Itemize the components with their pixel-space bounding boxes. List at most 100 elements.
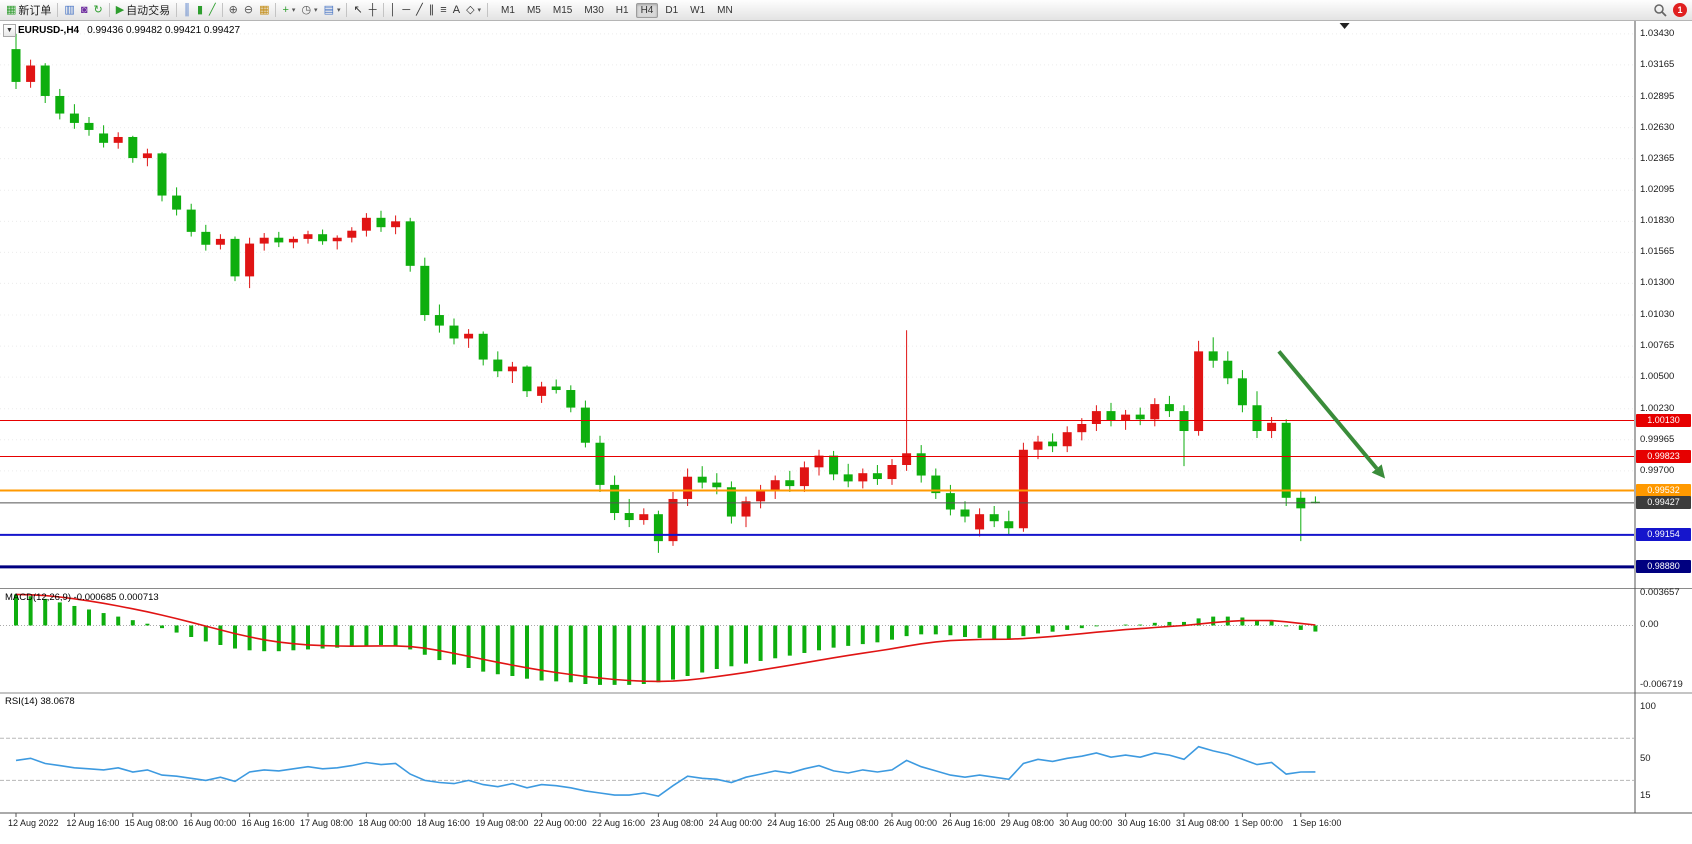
candle-body bbox=[40, 65, 50, 96]
refresh-icon[interactable]: ↻ bbox=[90, 2, 105, 19]
candle-body bbox=[493, 359, 503, 372]
tile-windows-icon[interactable]: ▦ bbox=[256, 2, 272, 19]
profile-icon[interactable]: ◙ bbox=[78, 2, 91, 19]
periods-icon[interactable]: ◷ ▾ bbox=[298, 2, 320, 19]
autotrade-button[interactable]: ▶ 自动交易 bbox=[113, 2, 173, 19]
candlestick-icon[interactable]: ▮ bbox=[194, 2, 206, 19]
candle-body bbox=[84, 122, 94, 130]
candle-body bbox=[1004, 521, 1014, 529]
periods-icon-glyph: ◷ bbox=[301, 3, 312, 16]
candle-body bbox=[537, 386, 547, 396]
cursor-icon[interactable]: ↖ bbox=[350, 2, 365, 19]
one-click-trading-toggle[interactable]: ▼ bbox=[3, 24, 16, 37]
trendline-icon[interactable]: ╱ bbox=[413, 2, 426, 19]
candle-body bbox=[697, 476, 707, 483]
candle-body bbox=[960, 509, 970, 517]
candle-body bbox=[1281, 422, 1291, 498]
candle-body bbox=[551, 386, 561, 391]
candle-body bbox=[522, 366, 532, 392]
text-icon-glyph: A bbox=[452, 3, 461, 16]
timeframe-button-m30[interactable]: M30 bbox=[584, 4, 604, 16]
line-chart-icon-glyph: ╱ bbox=[209, 3, 216, 16]
chart-shift-marker[interactable] bbox=[1339, 23, 1350, 29]
candle-body bbox=[420, 265, 430, 316]
candle-body bbox=[872, 473, 882, 480]
candle-body bbox=[245, 243, 255, 277]
chevron-down-icon[interactable]: ▾ bbox=[314, 7, 318, 14]
cursor-icon-glyph: ↖ bbox=[353, 3, 363, 16]
chevron-down-icon[interactable]: ▾ bbox=[477, 7, 482, 14]
candle-body bbox=[741, 501, 751, 517]
candle-body bbox=[931, 475, 941, 494]
candle-body bbox=[989, 514, 999, 522]
candle-body bbox=[595, 442, 605, 485]
toolbar-separator bbox=[382, 3, 384, 17]
timeframe-button-d1[interactable]: D1 bbox=[665, 4, 679, 16]
candle-body bbox=[405, 221, 415, 266]
timeframe-button-m1[interactable]: M1 bbox=[501, 4, 515, 16]
candle-body bbox=[11, 49, 21, 82]
candle-body bbox=[1252, 405, 1262, 432]
vertical-line-icon[interactable]: │ bbox=[387, 2, 400, 19]
timeframe-bar: M1 M5 M15 M30 H1 H4 D1 W1 MN bbox=[495, 2, 739, 18]
crosshair-icon[interactable]: ┼ bbox=[366, 2, 380, 19]
timeframe-button-h4[interactable]: H4 bbox=[635, 2, 659, 18]
channel-icon[interactable]: ∥ bbox=[426, 2, 438, 19]
candle-body bbox=[610, 484, 620, 514]
candle-body bbox=[318, 234, 328, 242]
candle-body bbox=[785, 480, 795, 487]
indicators-icon[interactable]: + ▾ bbox=[279, 2, 298, 19]
notification-badge[interactable]: 1 bbox=[1673, 3, 1687, 17]
fibonacci-icon-glyph: ≡ bbox=[440, 3, 447, 16]
candle-body bbox=[1194, 351, 1204, 432]
candle-body bbox=[1018, 449, 1028, 529]
annotation-arrow-head[interactable] bbox=[1371, 464, 1386, 479]
candle-body bbox=[361, 217, 371, 231]
candle-body bbox=[347, 230, 357, 238]
arrows-icon[interactable]: ◇ ▾ bbox=[463, 2, 484, 19]
refresh-icon-glyph: ↻ bbox=[93, 3, 103, 16]
candle-body bbox=[1033, 441, 1043, 450]
charts-window-icon[interactable]: ▥ bbox=[61, 2, 77, 19]
chevron-down-icon[interactable]: ▾ bbox=[291, 7, 296, 14]
timeframe-button-m15[interactable]: M15 bbox=[552, 4, 573, 16]
fibonacci-icon[interactable]: ≡ bbox=[437, 2, 449, 19]
vertical-line-icon-glyph: │ bbox=[389, 3, 397, 16]
crosshair-icon-glyph: ┼ bbox=[368, 3, 377, 16]
autotrade-button-label: 自动交易 bbox=[126, 5, 171, 17]
candle-body bbox=[434, 315, 444, 326]
candle-body bbox=[580, 407, 590, 443]
candle-body bbox=[215, 238, 225, 245]
candle-body bbox=[814, 455, 824, 468]
candle-body bbox=[186, 209, 196, 232]
candle-body bbox=[1179, 411, 1189, 432]
zoom-in-icon[interactable]: ⊕ bbox=[226, 2, 241, 19]
search-icon[interactable] bbox=[1653, 3, 1667, 17]
toolbar-separator bbox=[346, 3, 348, 17]
toolbar-separator bbox=[487, 3, 489, 17]
tile-windows-icon-glyph: ▦ bbox=[259, 3, 270, 16]
candle-body bbox=[916, 453, 926, 476]
candle-body bbox=[1077, 423, 1087, 433]
templates-icon[interactable]: ▤ ▾ bbox=[321, 2, 344, 19]
candle-body bbox=[1150, 404, 1160, 420]
candle-body bbox=[1223, 360, 1233, 379]
toolbar-separator bbox=[176, 3, 178, 17]
timeframe-button-mn[interactable]: MN bbox=[717, 4, 733, 16]
chevron-down-icon[interactable]: ▾ bbox=[336, 7, 341, 14]
toolbar: ▦ 新订单 ▥ ◙ ↻ ▶ 自动交易 ║ ▮ ╱ ⊕ ⊖ ▦ + ▾ ◷ ▾ ▤ ▾ ↖ ┼ │ ─ ╱ ∥ ≡ A ◇ ▾ M1 M5 M1… bbox=[0, 0, 1692, 21]
line-chart-icon[interactable]: ╱ bbox=[206, 2, 219, 19]
text-icon[interactable]: A bbox=[450, 2, 463, 19]
bar-chart-icon[interactable]: ║ bbox=[180, 2, 194, 19]
candle-body bbox=[1267, 422, 1277, 432]
horizontal-line-icon[interactable]: ─ bbox=[399, 2, 413, 19]
annotation-arrow[interactable] bbox=[1277, 350, 1379, 470]
new-order-button[interactable]: ▦ 新订单 bbox=[3, 2, 54, 19]
timeframe-button-h1[interactable]: H1 bbox=[615, 4, 629, 16]
zoom-out-icon[interactable]: ⊖ bbox=[241, 2, 256, 19]
arrows-icon-glyph: ◇ bbox=[466, 3, 475, 16]
candle-body bbox=[902, 453, 912, 465]
timeframe-button-m5[interactable]: M5 bbox=[526, 4, 541, 16]
timeframe-button-w1[interactable]: W1 bbox=[690, 4, 706, 16]
